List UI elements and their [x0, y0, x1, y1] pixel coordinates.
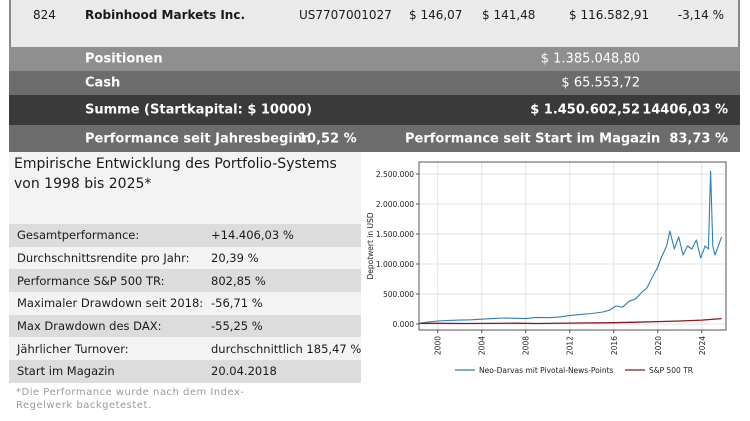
x-tick-label: 2024	[698, 336, 707, 355]
stock-value: $ 116.582,91	[569, 8, 650, 22]
stat-label: Start im Magazin	[17, 364, 115, 379]
footnote: *Die Performance wurde nach dem Index- R…	[16, 386, 245, 412]
series-line-sp500	[418, 317, 722, 325]
footnote-line2: Regelwerk backgetestet.	[16, 400, 152, 411]
stock-change: -3,14 %	[677, 8, 724, 22]
stat-row: Durchschnittsrendite pro Jahr: 20,39 %	[9, 246, 361, 270]
x-tick-label: 2020	[654, 336, 663, 355]
positions-label: Positionen	[85, 51, 163, 67]
stock-isin: US7707001027	[299, 8, 392, 22]
x-tick-label: 2004	[478, 336, 487, 355]
stat-label: Jährlicher Turnover:	[17, 341, 129, 356]
y-tick-label: 1.500.000	[376, 230, 414, 239]
stats-title-line2: von 1998 bis 2025*	[14, 176, 152, 192]
stats-title-line1: Empirische Entwicklung des Portfolio-Sys…	[14, 156, 337, 172]
performance-chart-svg: 0.000 500.000 1.000.000 1.500.000 2.000.000 2…	[363, 152, 741, 383]
x-tick-label: 2008	[522, 336, 531, 355]
sum-label: Summe (Startkapital: $ 10000)	[85, 102, 313, 118]
x-tick-label: 2012	[566, 336, 575, 355]
stock-rank: 824	[33, 8, 56, 22]
stat-row: Start im Magazin 20.04.2018	[9, 360, 361, 383]
plot-frame	[418, 161, 727, 331]
cash-row: Cash $ 65.553,72	[9, 71, 740, 95]
stat-value: durchschnittlich 185,47 %	[211, 341, 362, 356]
y-axis-label: Depotwert in USD	[366, 212, 375, 279]
y-tick-label: 2.000.000	[376, 200, 414, 209]
stat-value: +14.406,03 %	[211, 228, 294, 243]
stat-value: 20.04.2018	[211, 364, 277, 379]
performance-row: Performance seit Jahresbeginn 10,52 % Pe…	[9, 125, 740, 152]
x-tick-label: 2016	[610, 336, 619, 355]
stat-label: Gesamtperformance:	[17, 228, 140, 243]
chart-background	[363, 152, 741, 383]
stat-row: Maximaler Drawdown seit 2018: -56,71 %	[9, 292, 361, 315]
stock-name: Robinhood Markets Inc.	[85, 8, 246, 22]
stat-label: Max Drawdown des DAX:	[17, 319, 162, 334]
legend-label-sp500: S&P 500 TR	[649, 366, 693, 375]
stat-label: Durchschnittsrendite pro Jahr:	[17, 251, 190, 266]
stat-row: Max Drawdown des DAX: -55,25 %	[9, 314, 361, 338]
stat-row: Jährlicher Turnover: durchschnittlich 185…	[9, 337, 362, 361]
sum-row: Summe (Startkapital: $ 10000) $ 1.450.60…	[9, 95, 740, 125]
magazin-value: 83,73 %	[669, 131, 728, 146]
sum-percent: 14406,03 %	[642, 102, 728, 118]
y-tick-label: 500.000	[383, 290, 414, 299]
stat-value: -56,71 %	[211, 296, 263, 311]
y-tick-label: 2.500.000	[376, 170, 414, 179]
stat-value: 20,39 %	[211, 251, 259, 266]
stat-label: Maximaler Drawdown seit 2018:	[17, 296, 204, 311]
row-left-border	[9, 0, 11, 47]
positions-row: Positionen $ 1.385.048,80	[9, 47, 740, 71]
ytd-label: Performance seit Jahresbeginn	[85, 131, 312, 146]
stock-price-buy: $ 146,07	[409, 8, 463, 22]
stats-panel-title: Empirische Entwicklung des Portfolio-Sys…	[14, 154, 359, 194]
stat-row: Gesamtperformance: +14.406,03 %	[9, 224, 361, 247]
ytd-value: 10,52 %	[298, 131, 357, 146]
stock-row: 824 Robinhood Markets Inc. US7707001027 …	[9, 0, 740, 47]
y-tick-label: 1.000.000	[376, 260, 414, 269]
stock-price-now: $ 141,48	[482, 8, 536, 22]
stat-value: -55,25 %	[211, 319, 263, 334]
series-line-neo-darvas	[418, 170, 723, 324]
performance-chart: 0.000 500.000 1.000.000 1.500.000 2.000.000 2…	[363, 152, 741, 383]
cash-label: Cash	[85, 75, 121, 91]
stat-value: 802,85 %	[211, 273, 266, 288]
magazin-label: Performance seit Start im Magazin	[405, 131, 661, 146]
stat-row: Performance S&P 500 TR: 802,85 %	[9, 269, 361, 293]
row-right-border	[738, 0, 740, 47]
cash-value: $ 65.553,72	[561, 75, 640, 91]
sum-value: $ 1.450.602,52	[530, 102, 640, 118]
footnote-line1: *Die Performance wurde nach dem Index-	[16, 387, 245, 398]
positions-value: $ 1.385.048,80	[540, 51, 640, 67]
x-tick-label: 2000	[434, 336, 443, 355]
stats-table: Gesamtperformance: +14.406,03 % Durchschn…	[9, 224, 361, 383]
y-tick-label: 0.000	[393, 320, 415, 329]
stat-label: Performance S&P 500 TR:	[17, 273, 165, 288]
legend-label-neo-darvas: Neo-Darvas mit Pivotal-News-Points	[479, 366, 614, 375]
